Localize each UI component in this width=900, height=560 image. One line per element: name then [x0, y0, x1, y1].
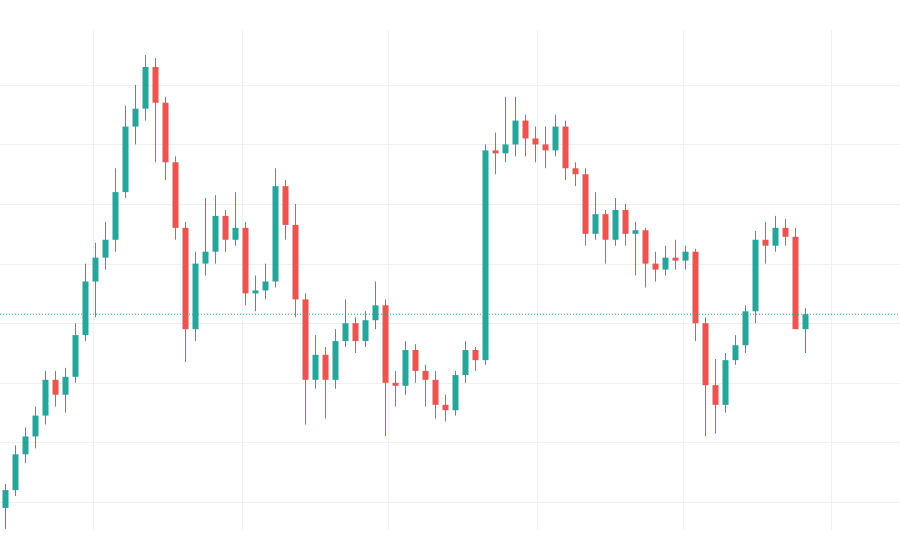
candle-body	[712, 385, 719, 405]
candle-body	[52, 379, 59, 395]
candle-body	[492, 150, 499, 154]
candle-body	[252, 290, 259, 294]
candle-body	[342, 323, 349, 342]
candle-body	[182, 227, 189, 330]
candle-body	[642, 230, 649, 264]
candle-body	[532, 138, 539, 145]
candle-body	[132, 108, 139, 127]
candle-body	[192, 263, 199, 330]
vertical-grid	[93, 30, 832, 530]
candle-body	[72, 335, 79, 377]
candle-body	[672, 257, 679, 261]
candle-body	[12, 454, 19, 491]
candle-body	[772, 227, 779, 246]
candle-body	[512, 120, 519, 145]
candle-body	[232, 227, 239, 240]
candle-body	[502, 144, 509, 154]
candle-body	[262, 281, 269, 291]
candle-body	[472, 350, 479, 361]
candle-body	[682, 251, 689, 261]
candle-body	[392, 382, 399, 386]
candle-body	[752, 239, 759, 312]
candle-body	[122, 126, 129, 193]
candle-body	[162, 102, 169, 163]
candle-body	[42, 379, 49, 416]
candle-body	[452, 375, 459, 411]
candle-body	[652, 263, 659, 270]
candle-body	[792, 236, 799, 330]
candle-body	[322, 354, 329, 380]
candle-body	[112, 192, 119, 240]
candle-body	[152, 66, 159, 103]
candle-body	[572, 168, 579, 175]
candle-body	[582, 174, 589, 234]
candle-body	[242, 227, 249, 294]
candle-body	[662, 257, 669, 270]
candle-body	[102, 239, 109, 258]
candle-body	[142, 66, 149, 109]
candle-body	[22, 436, 29, 455]
candle-body	[782, 227, 789, 237]
candle-body	[212, 215, 219, 252]
candle-body	[722, 360, 729, 405]
candle-body	[552, 126, 559, 151]
candle-body	[622, 209, 629, 234]
candle-body	[302, 299, 309, 380]
candle-body	[732, 345, 739, 361]
candle-body	[272, 186, 279, 282]
candle-body	[312, 354, 319, 380]
candle-body	[762, 239, 769, 246]
candle-body	[442, 404, 449, 411]
candle-body	[562, 126, 569, 169]
candle-body	[2, 490, 9, 508]
candle-body	[612, 209, 619, 240]
candle-body	[522, 120, 529, 139]
candle-body	[172, 162, 179, 228]
candle-body	[32, 415, 39, 437]
candle-body	[92, 257, 99, 282]
candle-body	[372, 305, 379, 321]
candle-body	[602, 214, 609, 240]
candle-body	[362, 320, 369, 342]
candle-body	[542, 144, 549, 151]
candle-body	[422, 370, 429, 380]
candle-body	[432, 379, 439, 405]
candle-body	[462, 350, 469, 376]
candle-body	[402, 350, 409, 386]
candle-body	[802, 314, 809, 330]
candle-body	[82, 281, 89, 336]
candle-body	[62, 376, 69, 395]
candle-body	[282, 186, 289, 225]
candle-body	[222, 215, 229, 240]
candle-body	[482, 150, 489, 361]
candle-body	[742, 311, 749, 346]
candle-body	[592, 214, 599, 234]
candle-body	[382, 305, 389, 383]
candle-body	[702, 323, 709, 386]
candle-body	[332, 341, 339, 380]
candle-body	[292, 224, 299, 300]
candle-body	[692, 251, 699, 324]
candle-body	[632, 230, 639, 234]
candle-body	[202, 251, 209, 264]
candle-body	[412, 350, 419, 371]
candle-body	[352, 323, 359, 342]
